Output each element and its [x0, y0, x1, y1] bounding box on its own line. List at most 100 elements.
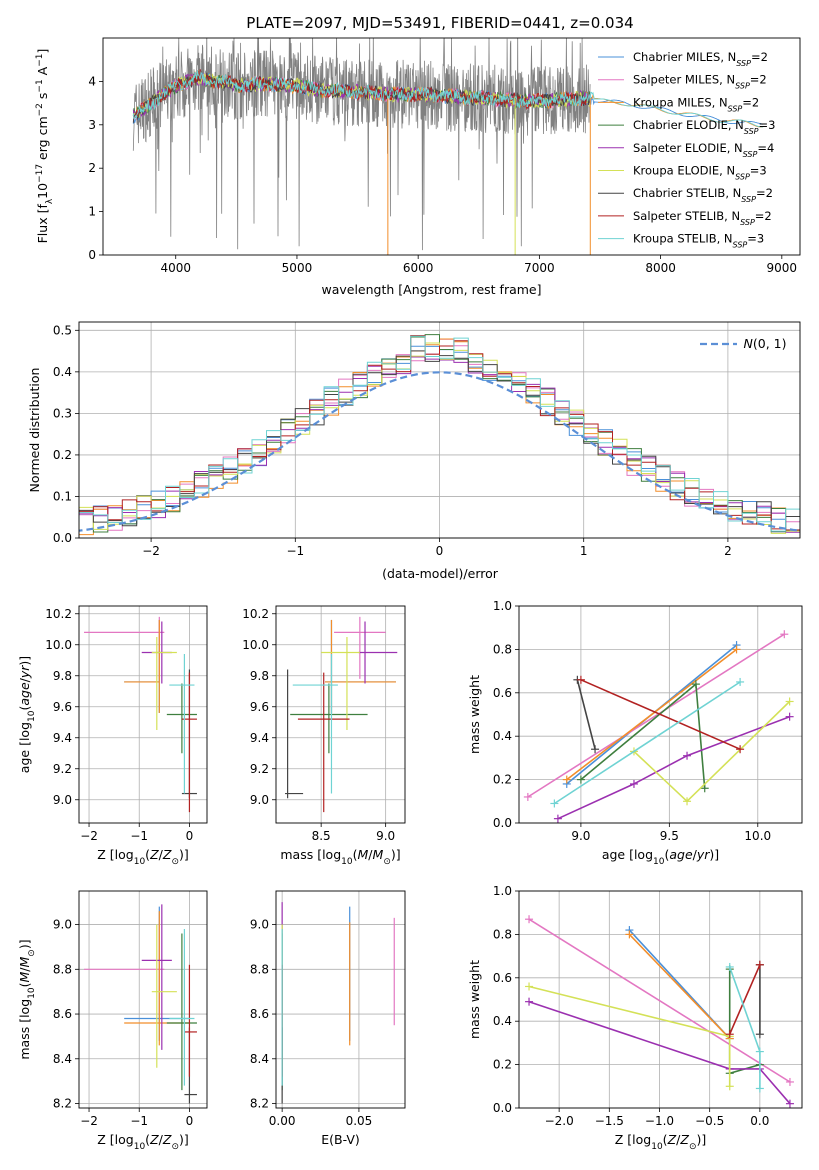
- y-tick-label: 9.0: [53, 793, 72, 807]
- y-axis-label-part: ⊙: [27, 949, 37, 957]
- y-tick-label: 9.6: [250, 700, 269, 714]
- legend-label-sub: SSP: [743, 149, 758, 158]
- x-axis-label-part: Z: [667, 1132, 677, 1147]
- panels: 4000 5000 6000 7000 8000 9000 0 1 2 3 4 wavelength …: [17, 37, 803, 1152]
- legend-label-tail: =2: [751, 50, 768, 64]
- x-axis-label-part: Z: [149, 1132, 159, 1147]
- x-tick-label: −2.0: [545, 1114, 574, 1128]
- y-axis-label: mass weight: [467, 960, 482, 1039]
- x-axis-label-part: E(B-V): [321, 1132, 360, 1147]
- y-tick-label: 0.6: [493, 686, 512, 700]
- legend-label-main: Salpeter STELIB, N: [633, 209, 740, 223]
- axes-frame: 8.5 9.0 9.0 9.2 9.4 9.6 9.8 10.0 10.2 mass [log10…: [242, 605, 406, 867]
- y-tick-label: 10.0: [45, 638, 72, 652]
- y-axis-label-part: )]: [17, 939, 32, 949]
- y-tick-label: 9.8: [250, 669, 269, 683]
- y-axis-label-part: −1: [35, 54, 45, 67]
- legend-label-sub: SSP: [744, 127, 759, 136]
- legend-label-sub: SSP: [740, 217, 755, 226]
- y-tick-label: 8.2: [53, 1097, 72, 1111]
- y-axis-label-part: /: [17, 677, 32, 682]
- x-axis-label-part: ⊙: [171, 857, 179, 867]
- weight-vs-age-panel: 9.0 9.5 10.0 0.0 0.2 0.4 0.6 0.8 1.0 age [log10(a…: [467, 599, 803, 867]
- legend-label-main: Chabrier MILES, N: [633, 50, 736, 64]
- y-tick-label: 8.8: [53, 962, 72, 976]
- axes-spine: [102, 37, 801, 256]
- legend-label-sub: SSP: [735, 172, 750, 181]
- axes-frame: −2 −1 09.09.29.49.69.810.010.2Z [log10(Z/Z…: [17, 605, 208, 867]
- age-vs-mass-panel: 8.5 9.0 9.0 9.2 9.4 9.6 9.8 10.0 10.2 mass [log10…: [242, 605, 406, 867]
- y-tick-label: 8.6: [250, 1007, 269, 1021]
- axes-spine: [78, 605, 208, 824]
- x-axis-label-part: 10: [651, 1142, 663, 1152]
- y-tick-label: 9.6: [53, 700, 72, 714]
- mass-weight-line: [528, 918, 791, 1083]
- legend-label-tail: =3: [747, 232, 764, 246]
- y-axis-label-part: mass [log: [17, 999, 32, 1060]
- model-fit-line: [132, 71, 591, 123]
- legend-label-tail: =2: [755, 209, 772, 223]
- mass-weight-line: [628, 933, 731, 1040]
- y-tick-label: 8.6: [53, 1007, 72, 1021]
- y-tick-label: 0.0: [493, 1101, 512, 1115]
- x-axis-label: Z [log10(Z/Z⊙)]: [615, 1132, 707, 1152]
- x-tick-label: 0: [436, 544, 444, 558]
- x-axis-label: wavelength [Angstrom, rest frame]: [321, 282, 541, 297]
- legend-label-sub: SSP: [736, 59, 751, 68]
- plot-area: [285, 616, 398, 813]
- y-tick-label: 2: [88, 161, 96, 175]
- weight-vs-Z-panel: −2.0 −1.5 −1.0 −0.5 0.0 0.0 0.2 0.4 0.6 0.8 1.0 Z […: [467, 884, 803, 1152]
- y-tick-label: 0: [88, 248, 96, 262]
- y-axis-label-part: age: [17, 682, 32, 706]
- x-tick-label: 0.00: [269, 1114, 296, 1128]
- y-tick-label: 3: [88, 118, 96, 132]
- x-tick-label: 0.0: [750, 1114, 769, 1128]
- y-axis-label-part: s: [35, 93, 50, 104]
- axes-spine: [78, 890, 208, 1109]
- mass-weight-line: [553, 681, 741, 805]
- x-tick-label: 0: [186, 829, 194, 843]
- y-tick-label: 4: [88, 74, 96, 88]
- y-tick-label: 9.0: [250, 918, 269, 932]
- plot-area: [132, 38, 764, 255]
- y-tick-label: 0.5: [53, 323, 72, 337]
- x-tick-label: 9000: [767, 261, 798, 275]
- x-tick-label: 2: [724, 544, 732, 558]
- y-axis-label-part: 10: [35, 183, 50, 199]
- y-tick-label: 0.8: [493, 927, 512, 941]
- plot-area: [523, 630, 794, 823]
- x-axis-label-part: )]: [696, 1132, 706, 1147]
- y-tick-label: 0.6: [493, 971, 512, 985]
- axes-frame: 4000 5000 6000 7000 8000 9000 0 1 2 3 4 wavelength …: [35, 37, 801, 297]
- x-axis-label-part: (: [145, 1132, 150, 1147]
- legend-label-main: Salpeter ELODIE, N: [633, 141, 743, 155]
- mass-weight-line: [576, 679, 596, 750]
- x-axis-label-part: /: [368, 847, 373, 862]
- y-tick-label: 8.4: [53, 1052, 72, 1066]
- x-tick-label: −0.5: [695, 1114, 724, 1128]
- y-tick-label: 0.0: [53, 531, 72, 545]
- x-axis-label-part: 10: [653, 857, 665, 867]
- x-axis-label-part: ⊙: [171, 1142, 179, 1152]
- legend-label-tail: =2: [756, 186, 773, 200]
- legend-label-tail: =4: [757, 141, 774, 155]
- y-axis-label-part: (: [17, 983, 32, 988]
- x-axis-label: E(B-V): [321, 1132, 360, 1147]
- x-axis-label-part: )]: [179, 1132, 189, 1147]
- legend-label-main: Salpeter MILES, N: [633, 73, 735, 87]
- x-axis-label-part: (: [663, 1132, 668, 1147]
- x-tick-label: 5000: [282, 261, 313, 275]
- y-axis-label-part: 10: [27, 987, 37, 999]
- x-tick-label: 7000: [524, 261, 555, 275]
- legend-label: Salpeter MILES, NSSP=2: [633, 73, 767, 91]
- x-tick-label: −1: [130, 829, 148, 843]
- y-tick-label: 0.2: [53, 448, 72, 462]
- y-tick-label: 9.2: [53, 762, 72, 776]
- axes-frame: −2.0 −1.5 −1.0 −0.5 0.0 0.0 0.2 0.4 0.6 0.8 1.0 Z […: [467, 884, 803, 1152]
- y-tick-label: 9.2: [250, 762, 269, 776]
- mass-weight-line: [528, 1000, 791, 1105]
- axes-frame: 0.00 0.05 8.2 8.4 8.6 8.8 9.0 E(B-V): [250, 890, 406, 1147]
- legend-label-tail: =2: [750, 73, 767, 87]
- mass-vs-Z-panel: −2 −1 08.28.48.68.89.0Z [log10(Z/Z⊙)]mass …: [17, 890, 208, 1152]
- x-axis-label-part: 10: [134, 857, 146, 867]
